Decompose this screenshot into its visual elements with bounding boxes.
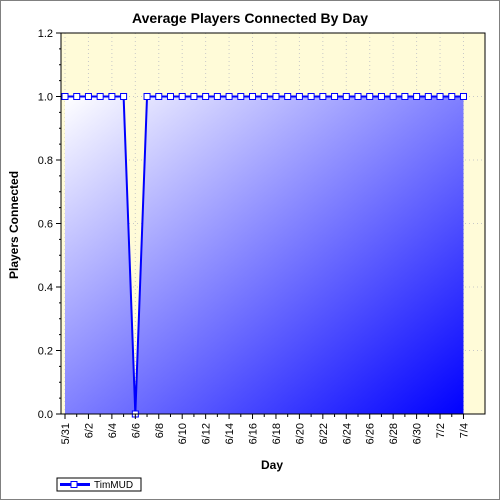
data-point (401, 93, 409, 100)
data-point (61, 93, 69, 100)
data-point (272, 93, 280, 100)
y-tick-label: 0.2 (38, 346, 53, 358)
data-point (448, 93, 456, 100)
legend-label-timmud: TimMUD (94, 480, 133, 491)
x-tick-label: 6/18 (271, 423, 283, 444)
data-point (84, 93, 92, 100)
x-tick-label: 6/6 (130, 423, 142, 438)
x-axis: 5/31 6/2 6/4 6/6 6/8 6/10 6/12 6/14 6/16 6/18 6/20… (60, 414, 470, 444)
y-tick-label: 1.0 (38, 92, 53, 104)
series-area (65, 96, 464, 414)
data-point (307, 93, 315, 100)
x-tick-label: 6/16 (248, 423, 260, 444)
data-point (413, 93, 421, 100)
data-point (108, 93, 116, 100)
data-point (73, 93, 81, 100)
legend: TimMUD (56, 477, 142, 492)
x-axis-title: Day (261, 458, 283, 472)
data-point (284, 93, 292, 100)
data-point (143, 93, 151, 100)
data-point (319, 93, 327, 100)
data-point (424, 93, 432, 100)
x-tick-label: 6/24 (341, 423, 353, 444)
data-point (366, 93, 374, 100)
x-tick-label: 6/28 (388, 423, 400, 444)
data-point (120, 93, 128, 100)
data-point (96, 93, 104, 100)
x-tick-label: 6/2 (83, 423, 95, 438)
y-tick-label: 1.2 (38, 28, 53, 40)
x-tick-label: 6/22 (318, 423, 330, 444)
data-point (213, 93, 221, 100)
data-point (155, 93, 163, 100)
x-tick-label: 6/20 (294, 423, 306, 444)
data-point (459, 93, 467, 100)
legend-swatch-marker (70, 481, 78, 488)
x-tick-label: 7/2 (435, 423, 447, 438)
data-point (166, 93, 174, 100)
data-point (331, 93, 339, 100)
x-tick-label: 6/14 (224, 423, 236, 444)
data-point (202, 93, 210, 100)
y-axis: 0.0 0.2 0.4 0.6 0.8 1.0 1.2 (38, 28, 61, 421)
data-point (295, 93, 303, 100)
x-tick-label: 6/30 (412, 423, 424, 444)
data-point (354, 93, 362, 100)
data-point (377, 93, 385, 100)
x-tick-label: 6/12 (201, 423, 213, 444)
data-point (178, 93, 186, 100)
data-point (260, 93, 268, 100)
x-tick-label: 6/26 (365, 423, 377, 444)
x-tick-label: 7/4 (458, 423, 470, 438)
data-point (225, 93, 233, 100)
data-point (190, 93, 198, 100)
data-point (342, 93, 350, 100)
data-point (237, 93, 245, 100)
x-tick-label: 5/31 (60, 423, 72, 444)
y-tick-label: 0.8 (38, 155, 53, 167)
x-tick-label: 6/8 (154, 423, 166, 438)
y-tick-label: 0.0 (38, 409, 53, 421)
x-tick-label: 6/4 (107, 423, 119, 438)
chart-title: Average Players Connected By Day (132, 10, 368, 26)
data-point (389, 93, 397, 100)
legend-box (56, 477, 142, 492)
y-tick-label: 0.4 (38, 282, 53, 294)
y-tick-label: 0.6 (38, 219, 53, 231)
data-point (436, 93, 444, 100)
data-point (249, 93, 257, 100)
x-tick-label: 6/10 (177, 423, 189, 444)
y-axis-title: Players Connected (7, 171, 21, 279)
